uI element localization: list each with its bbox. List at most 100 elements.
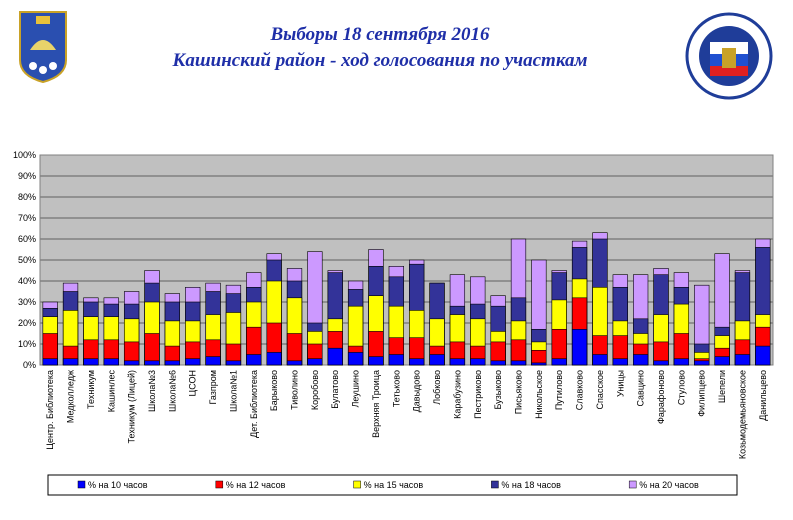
y-tick-label: 80% — [18, 192, 36, 202]
y-tick-label: 10% — [18, 339, 36, 349]
bar — [266, 352, 282, 366]
x-tick-label: Филипцево — [697, 370, 707, 417]
bar — [164, 360, 180, 366]
legend-box — [47, 474, 738, 496]
x-tick-label: Верхняя Троица — [371, 370, 381, 438]
y-tick-label: 30% — [18, 297, 36, 307]
coat-of-arms — [19, 11, 67, 84]
x-tick-label: Булатово — [330, 370, 340, 409]
x-tick-label: Газпром — [208, 370, 218, 404]
plot-border — [39, 154, 774, 366]
x-tick-label: Данильцево — [758, 370, 768, 421]
bar — [490, 360, 506, 366]
bar — [185, 358, 201, 366]
bar — [673, 358, 690, 366]
bar — [755, 345, 771, 366]
y-tick-label: 40% — [18, 276, 36, 286]
x-tick-label: Стулово — [676, 370, 686, 405]
x-tick-label: Славково — [575, 370, 585, 410]
bar — [551, 358, 567, 366]
legend-label: % на 15 часов — [364, 480, 424, 490]
bar — [368, 356, 384, 366]
legend-swatch — [491, 480, 499, 489]
legend-label: % на 12 часов — [226, 480, 286, 490]
bar — [510, 360, 527, 366]
bar — [633, 354, 649, 366]
bar — [592, 354, 608, 366]
x-tick-label: Фарафоново — [656, 370, 666, 424]
x-tick-label: Путилово — [554, 370, 564, 410]
x-tick-label: Центр. Библиотека — [45, 370, 55, 450]
bar — [205, 356, 221, 366]
bar — [225, 360, 242, 366]
x-tick-label: Шепели — [717, 370, 727, 403]
x-tick-label: Козьмодемьяновское — [737, 370, 747, 459]
x-tick-label: Школа№1 — [228, 370, 238, 412]
bar — [429, 354, 445, 366]
legend-label: % на 10 часов — [88, 480, 148, 490]
bar — [62, 358, 79, 366]
legend-swatch — [77, 480, 86, 489]
x-tick-label: Техникум (Лицей) — [127, 370, 137, 443]
y-tick-label: 90% — [18, 171, 36, 181]
x-tick-label: Барыково — [269, 370, 279, 411]
x-tick-label: Спасское — [595, 370, 605, 409]
bar — [653, 360, 669, 366]
chart-title: Выборы 18 сентября 2016 — [269, 24, 490, 45]
x-tick-label: Пестриково — [473, 370, 483, 419]
x-tick-label: Лобково — [432, 370, 442, 405]
bar — [612, 358, 628, 366]
x-tick-label: Савцино — [636, 370, 646, 407]
bar — [714, 356, 730, 366]
y-tick-label: 20% — [18, 318, 36, 328]
legend-label: % на 18 часов — [501, 480, 561, 490]
x-tick-label: Кашинлес — [106, 370, 116, 413]
x-tick-label: Коробово — [310, 370, 320, 410]
x-tick-label: Медколледж — [66, 370, 76, 423]
x-tick-label: Бузыково — [493, 370, 503, 410]
x-tick-label: Тетьково — [391, 370, 401, 407]
x-tick-label: Тиволино — [290, 370, 300, 410]
bar — [246, 354, 262, 366]
y-tick-label: 100% — [13, 150, 36, 160]
x-tick-label: Дет. Библиотека — [249, 370, 259, 438]
legend-swatch — [353, 480, 361, 489]
y-tick-label: 50% — [18, 255, 36, 265]
legend-swatch — [215, 480, 224, 489]
x-tick-label: ЦСОН — [188, 370, 198, 396]
bar — [694, 360, 710, 366]
x-tick-label: Никольское — [534, 370, 544, 419]
bar — [286, 360, 303, 366]
bar — [42, 358, 58, 366]
x-tick-label: Уницы — [615, 370, 625, 397]
bar — [286, 333, 303, 366]
bar — [347, 352, 364, 366]
x-tick-label: Леушино — [351, 370, 361, 408]
x-tick-label: Школа№6 — [167, 370, 177, 412]
x-tick-label: Карабузино — [452, 370, 462, 419]
bar — [531, 362, 547, 366]
bar — [449, 358, 466, 366]
commission-emblem — [685, 12, 773, 100]
x-tick-label: Давыдово — [412, 370, 422, 412]
x-tick-label: Письяково — [513, 370, 523, 414]
legend-label: % на 20 часов — [639, 480, 699, 490]
bar — [144, 360, 160, 366]
bar — [123, 360, 140, 366]
legend-swatch — [628, 480, 637, 489]
bar — [327, 347, 343, 366]
x-tick-label: Школа№3 — [147, 370, 157, 412]
y-tick-label: 0% — [23, 360, 36, 370]
x-tick-label: Техникум — [86, 370, 96, 409]
y-tick-label: 60% — [18, 234, 36, 244]
chart-subtitle: Кашинский район - ход голосования по уча… — [171, 50, 587, 71]
y-tick-label: 70% — [18, 213, 36, 223]
bar — [103, 358, 119, 366]
bar — [571, 328, 588, 366]
bar — [388, 354, 404, 366]
bar — [409, 358, 425, 366]
bar — [83, 358, 99, 366]
bar — [307, 358, 323, 366]
bar — [734, 354, 751, 366]
